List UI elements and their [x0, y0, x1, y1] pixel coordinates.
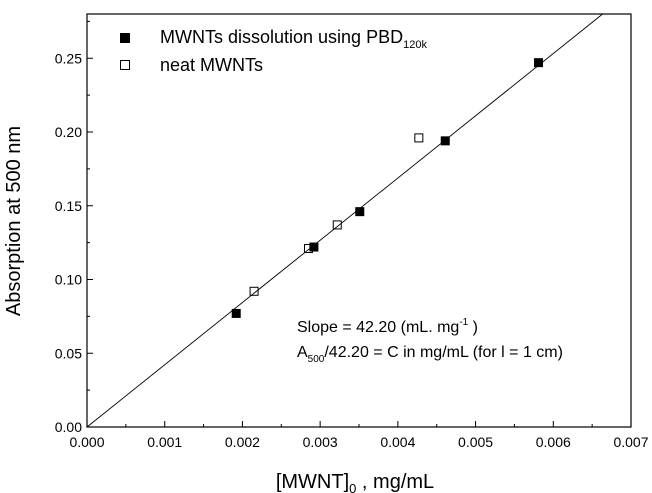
data-point-open-square: [303, 244, 313, 254]
data-point-filled-square: [534, 58, 544, 68]
x-tick-label: 0.007: [613, 434, 648, 450]
data-point-open-square: [249, 286, 259, 296]
y-tick-label: 0.00: [55, 419, 82, 435]
y-axis-ticks: 0.00 0.05 0.10 0.15 0.20 0.25: [55, 20, 93, 435]
y-tick-label: 0.20: [55, 124, 82, 140]
data-point-open-square: [332, 220, 342, 230]
data-points: [231, 58, 544, 318]
x-tick-label: 0.004: [380, 434, 415, 450]
fit-line: [86, 13, 603, 428]
data-point-open-square: [414, 133, 424, 143]
slope-annotation: Slope = 42.20 (mL. mg-1 ): [297, 317, 478, 336]
x-tick-label: 0.001: [147, 434, 182, 450]
x-tick-label: 0.002: [225, 434, 260, 450]
slope-annotation-superscript: -1: [459, 317, 468, 328]
data-point-filled-square: [440, 136, 450, 146]
y-tick-label: 0.10: [55, 272, 82, 288]
y-tick-label: 0.05: [55, 345, 82, 361]
x-tick-label: 0.006: [536, 434, 571, 450]
data-point-filled-square: [309, 242, 319, 252]
legend-marker-open-square: [120, 60, 130, 70]
fit-line-group: [86, 13, 603, 428]
y-tick-label: 0.25: [55, 50, 82, 66]
data-point-filled-square: [231, 308, 241, 318]
plot-frame: [86, 13, 632, 428]
x-axis-ticks: 0.000 0.001 0.002 0.003 0.004 0.005 0.006 0.007: [69, 421, 649, 450]
x-tick-label: 0.000: [69, 434, 104, 450]
x-axis-label-subscript: 0: [349, 481, 356, 493]
x-axis-label: [MWNT]0 , mg/mL: [276, 471, 434, 493]
formula-annotation-subscript: 500: [308, 354, 325, 365]
legend-label-series-2: neat MWNTs: [160, 55, 263, 75]
y-axis-label: Absorption at 500 nm: [3, 126, 25, 316]
legend: MWNTs dissolution using PBD120k neat MWN…: [120, 27, 427, 75]
legend-label-series-1-subscript: 120k: [403, 39, 427, 51]
legend-label-series-1: MWNTs dissolution using PBD120k: [160, 27, 427, 51]
x-tick-label: 0.003: [303, 434, 338, 450]
legend-marker-filled-square: [120, 33, 130, 43]
formula-annotation: A500/42.20 = C in mg/mL (for l = 1 cm): [297, 344, 563, 365]
y-tick-label: 0.15: [55, 198, 82, 214]
data-point-filled-square: [355, 207, 365, 217]
x-tick-label: 0.005: [458, 434, 493, 450]
